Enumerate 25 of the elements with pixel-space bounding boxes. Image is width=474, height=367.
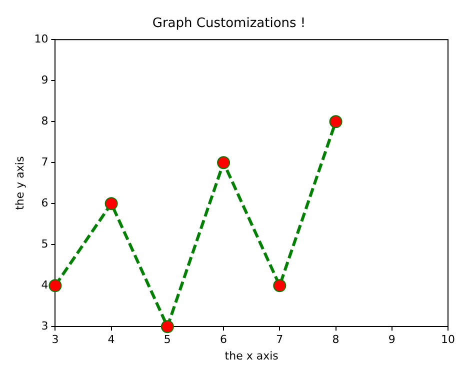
point — [217, 156, 230, 170]
y-tick-label: 7 — [41, 155, 48, 168]
chart-title: Graph Customizations ! — [152, 16, 306, 32]
point — [104, 197, 118, 210]
y-tick-label: 8 — [41, 114, 48, 128]
x-tick-label: 9 — [388, 333, 396, 346]
x-tick-label: 5 — [164, 333, 171, 346]
point — [329, 115, 342, 128]
y-tick-label: 9 — [41, 73, 48, 86]
y-tick-label: 10 — [34, 32, 48, 46]
x-tick-label: 4 — [108, 333, 115, 346]
x-tick-label: 10 — [441, 333, 455, 346]
x-axis-title: the x axis — [224, 349, 279, 362]
y-tick-label: 6 — [41, 196, 48, 210]
point — [48, 279, 62, 292]
x-tick-label: 3 — [52, 333, 59, 346]
point — [273, 279, 286, 292]
x-tick-label: 8 — [332, 333, 340, 346]
y-tick-label: 3 — [41, 319, 48, 332]
y-axis-title: the y axis — [13, 156, 26, 210]
point — [160, 320, 174, 334]
y-tick-label: 4 — [41, 278, 48, 292]
y-tick-label: 5 — [41, 237, 48, 250]
x-tick-label: 6 — [220, 333, 228, 346]
x-tick-label: 7 — [276, 333, 284, 346]
